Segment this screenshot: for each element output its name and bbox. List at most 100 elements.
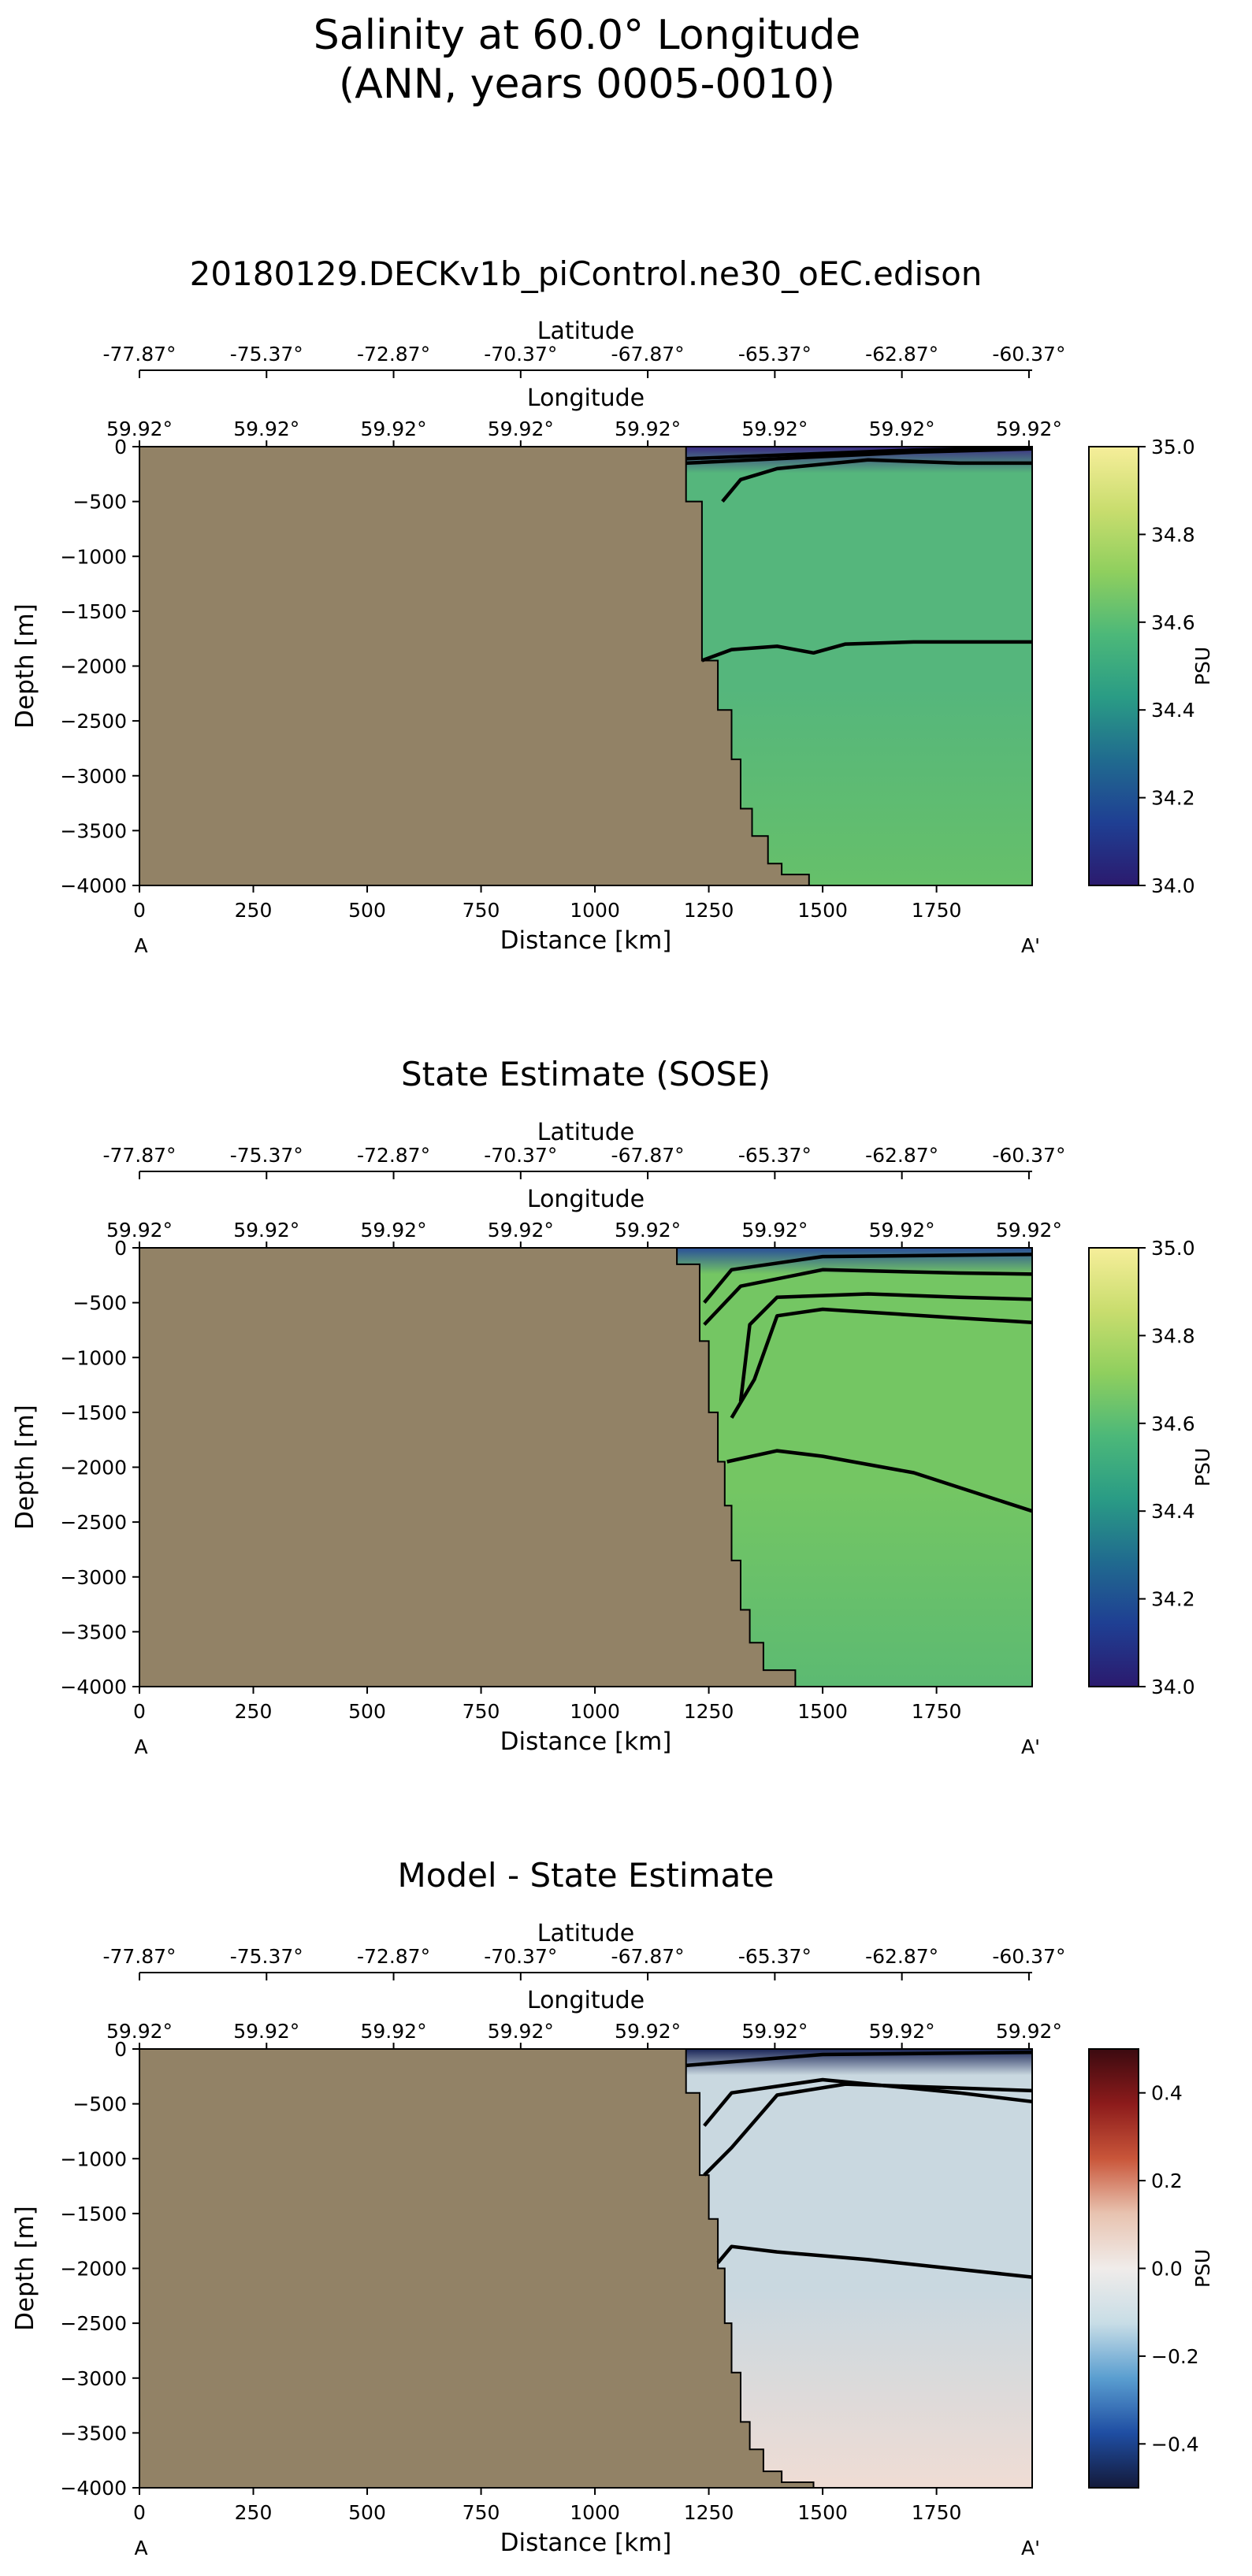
- colorbar: [1088, 2048, 1139, 2489]
- longitude-axis-label: Longitude: [527, 1987, 645, 2014]
- longitude-tick-label: 59.92°: [488, 418, 554, 440]
- latitude-tick-label: -77.87°: [102, 343, 176, 366]
- x-axis-label: Distance [km]: [500, 926, 672, 955]
- y-axis-label: Depth [m]: [11, 603, 39, 729]
- x-tick-label: 1250: [684, 899, 734, 922]
- x-axis-label: Distance [km]: [500, 1728, 672, 1756]
- x-axis-label: Distance [km]: [500, 2529, 672, 2557]
- latitude-tick-label: -72.87°: [357, 1945, 430, 1968]
- longitude-tick-label: 59.92°: [615, 2020, 681, 2043]
- y-tick-label: −2500: [60, 2312, 127, 2335]
- longitude-tick-label: 59.92°: [488, 1219, 554, 1242]
- x-tick-label: 250: [235, 2501, 273, 2524]
- colorbar: [1088, 1247, 1139, 1687]
- y-tick-label: −2500: [60, 710, 127, 733]
- colorbar-tick-label: −0.4: [1151, 2433, 1199, 2455]
- contour-line: [701, 640, 1032, 663]
- longitude-tick-label: 59.92°: [996, 1219, 1062, 1242]
- latitude-tick-label: -65.37°: [738, 1144, 812, 1167]
- latitude-tick-label: -67.87°: [611, 1144, 685, 1167]
- colorbar-tick-label: 34.0: [1151, 874, 1195, 897]
- longitude-tick-label: 59.92°: [233, 2020, 299, 2043]
- panel-1: 20180129.DECKv1b_piControl.ne30_oEC.edis…: [11, 254, 1214, 957]
- longitude-tick-label: 59.92°: [106, 1219, 173, 1242]
- latitude-tick-label: -77.87°: [102, 1945, 176, 1968]
- x-tick-label: 1750: [912, 1700, 962, 1723]
- colorbar-tick-label: 34.8: [1151, 523, 1195, 546]
- x-tick-label: 500: [348, 899, 386, 922]
- y-tick-label: −1500: [60, 1401, 127, 1424]
- longitude-tick-label: 59.92°: [615, 418, 681, 440]
- endpoint-label-end: A': [1021, 934, 1040, 957]
- latitude-tick-label: -77.87°: [102, 1144, 176, 1167]
- x-tick-label: 1250: [684, 2501, 734, 2524]
- x-tick-label: 1000: [570, 2501, 620, 2524]
- y-tick-label: −4000: [60, 2477, 127, 2500]
- latitude-tick-label: -70.37°: [484, 343, 557, 366]
- y-tick-label: −1000: [60, 1346, 127, 1369]
- colorbar-tick-label: 0.4: [1151, 2082, 1183, 2105]
- contour-line: [726, 1449, 1033, 1513]
- longitude-tick-label: 59.92°: [741, 2020, 808, 2043]
- x-tick-label: 250: [235, 899, 273, 922]
- colorbar-tick-label: 35.0: [1151, 1237, 1195, 1260]
- x-tick-label: 0: [133, 899, 146, 922]
- x-tick-label: 500: [348, 1700, 386, 1723]
- contour-line: [703, 2082, 1033, 2177]
- panel-3: Model - State Estimate Latitude Longitude -…: [11, 1856, 1214, 2559]
- y-tick-label: −2000: [60, 2258, 127, 2281]
- colorbar-tick-label: 34.8: [1151, 1324, 1195, 1347]
- longitude-tick-label: 59.92°: [233, 418, 299, 440]
- longitude-tick-label: 59.92°: [869, 418, 935, 440]
- longitude-axis-label: Longitude: [527, 1186, 645, 1213]
- figure-title-line1: Salinity at 60.0° Longitude: [314, 12, 861, 59]
- contour-line: [730, 1307, 1033, 1419]
- y-tick-label: −500: [72, 2093, 127, 2116]
- latitude-tick-label: -67.87°: [611, 343, 685, 366]
- colorbar-tick-label: 34.4: [1151, 1500, 1195, 1523]
- latitude-tick-label: -62.87°: [865, 1144, 938, 1167]
- contour-line: [703, 1253, 1033, 1305]
- x-tick-label: 1250: [684, 1700, 734, 1723]
- longitude-tick-label: 59.92°: [361, 418, 427, 440]
- x-tick-label: 1000: [570, 899, 620, 922]
- y-tick-label: −500: [72, 491, 127, 514]
- longitude-tick-label: 59.92°: [996, 418, 1062, 440]
- contour-line: [685, 2050, 1033, 2068]
- x-tick-label: 500: [348, 2501, 386, 2524]
- y-axis-label: Depth [m]: [11, 2206, 39, 2331]
- x-tick-label: 0: [133, 2501, 146, 2524]
- y-tick-label: −3500: [60, 2422, 127, 2444]
- latitude-tick-label: -65.37°: [738, 1945, 812, 1968]
- latitude-tick-label: -60.37°: [992, 343, 1065, 366]
- x-tick-label: 750: [463, 1700, 500, 1723]
- panel-title: Model - State Estimate: [398, 1856, 775, 1895]
- x-tick-label: 0: [133, 1700, 146, 1723]
- latitude-tick-label: -70.37°: [484, 1144, 557, 1167]
- y-tick-label: −3000: [60, 1566, 127, 1589]
- x-tick-label: 1500: [797, 899, 848, 922]
- latitude-tick-label: -72.87°: [357, 343, 430, 366]
- y-tick-label: −3500: [60, 819, 127, 842]
- longitude-tick-label: 59.92°: [741, 1219, 808, 1242]
- y-tick-label: −1000: [60, 545, 127, 568]
- longitude-tick-label: 59.92°: [233, 1219, 299, 1242]
- colorbar-tick-label: −0.2: [1151, 2345, 1199, 2368]
- y-tick-label: 0: [114, 2038, 127, 2061]
- land-mask: [139, 2048, 815, 2489]
- latitude-tick-label: -75.37°: [230, 343, 303, 366]
- y-tick-label: −1500: [60, 2203, 127, 2225]
- figure-title-line2: (ANN, years 0005-0010): [339, 61, 835, 108]
- longitude-tick-label: 59.92°: [869, 1219, 935, 1242]
- latitude-tick-label: -62.87°: [865, 343, 938, 366]
- contour-line: [738, 1292, 1033, 1402]
- latitude-tick-label: -72.87°: [357, 1144, 430, 1167]
- longitude-tick-label: 59.92°: [869, 2020, 935, 2043]
- y-tick-label: −3000: [60, 765, 127, 788]
- panel-title: State Estimate (SOSE): [401, 1055, 771, 1093]
- y-tick-label: −1000: [60, 2147, 127, 2170]
- longitude-tick-label: 59.92°: [741, 418, 808, 440]
- colorbar-tick-label: 34.2: [1151, 787, 1195, 810]
- colorbar-tick-label: 34.6: [1151, 1412, 1195, 1435]
